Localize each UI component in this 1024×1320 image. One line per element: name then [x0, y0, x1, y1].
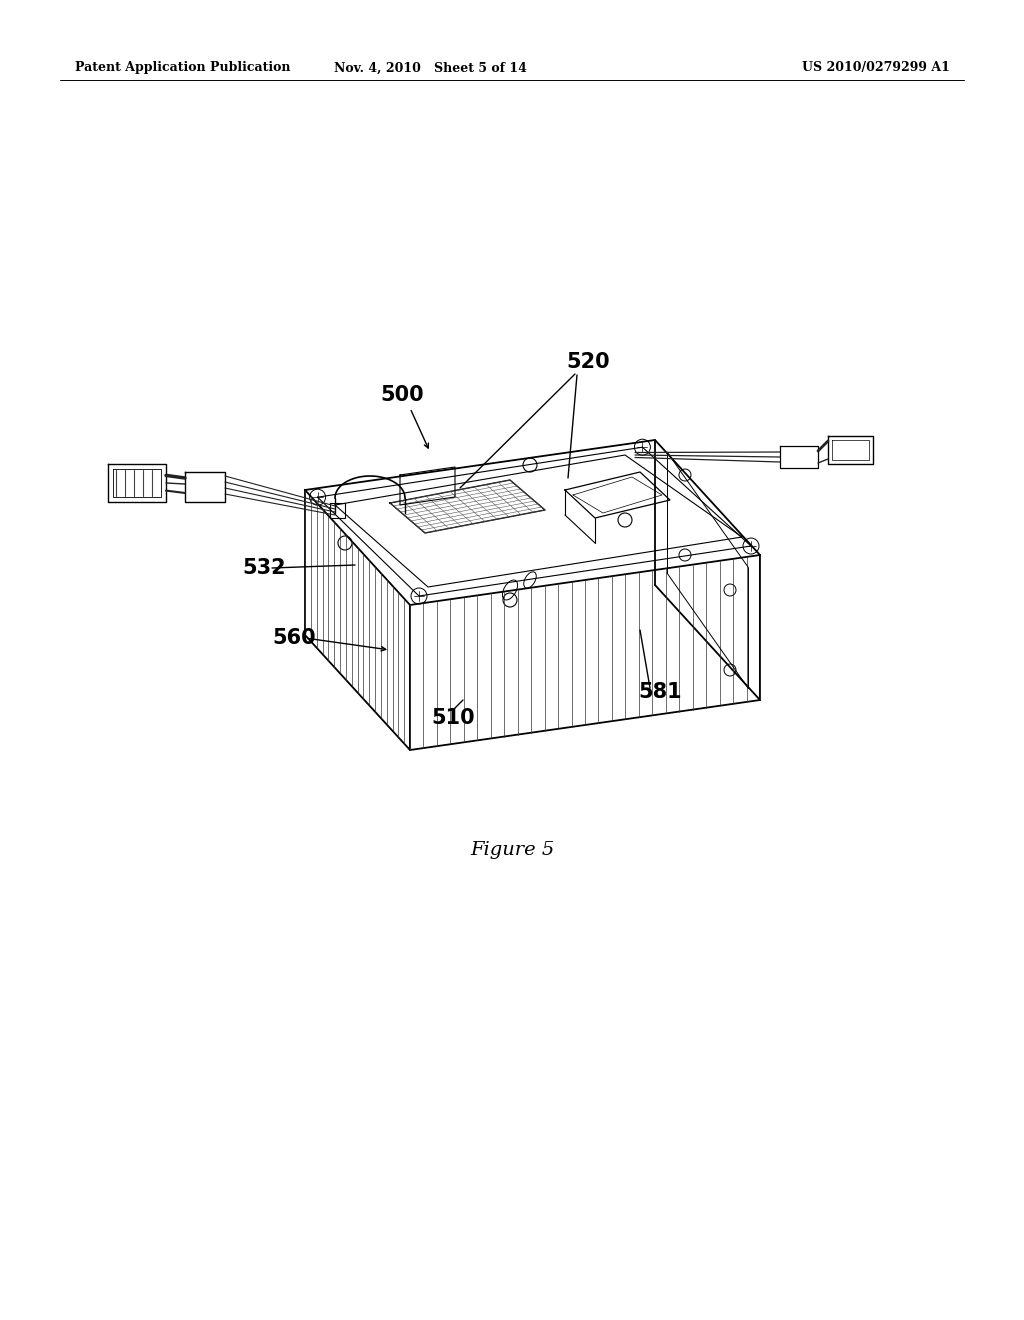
Text: US 2010/0279299 A1: US 2010/0279299 A1 — [802, 62, 950, 74]
Text: 500: 500 — [380, 385, 424, 405]
Text: Figure 5: Figure 5 — [470, 841, 554, 859]
Text: Nov. 4, 2010   Sheet 5 of 14: Nov. 4, 2010 Sheet 5 of 14 — [334, 62, 526, 74]
Text: 520: 520 — [566, 352, 609, 372]
Text: 510: 510 — [431, 708, 475, 729]
Text: 532: 532 — [242, 558, 286, 578]
Text: 581: 581 — [638, 682, 682, 702]
Text: 560: 560 — [272, 628, 315, 648]
Text: Patent Application Publication: Patent Application Publication — [75, 62, 291, 74]
